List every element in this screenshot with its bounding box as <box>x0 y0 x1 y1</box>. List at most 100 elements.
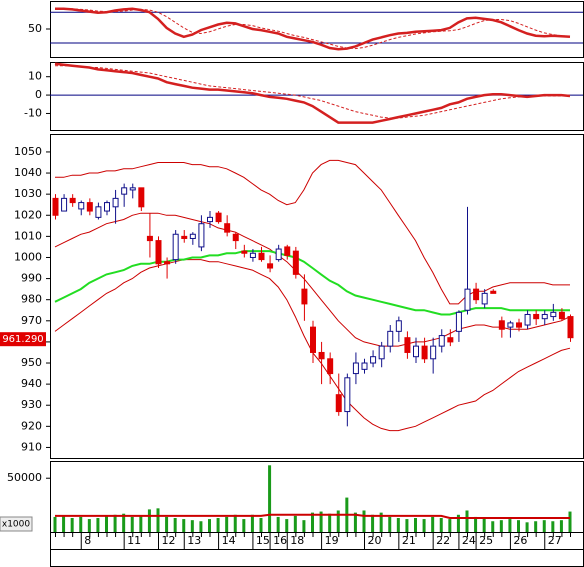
candle-body <box>86 202 93 212</box>
candle-body <box>550 311 557 318</box>
y-tick-label: 920 <box>21 419 42 432</box>
indicator-line <box>55 65 570 119</box>
volume-bar <box>233 514 237 532</box>
candle-body <box>215 212 222 223</box>
volume-bar <box>139 515 143 532</box>
candle-body <box>138 187 145 208</box>
candle-body <box>241 250 248 254</box>
volume-bar <box>62 515 66 532</box>
candle-body <box>104 202 110 212</box>
candle-body <box>198 223 205 248</box>
volume-bar <box>353 512 357 532</box>
indicator-line <box>55 8 571 50</box>
volume-bar <box>285 519 289 532</box>
candle-body <box>52 197 59 216</box>
candle-body <box>69 197 76 204</box>
candle-body <box>78 202 85 210</box>
candle-body <box>267 263 274 269</box>
volume-bar <box>525 522 529 532</box>
x-tick-label: 18 <box>290 534 304 547</box>
candle-body <box>112 197 119 208</box>
last-price-box <box>0 332 46 347</box>
volume-bar <box>311 512 314 532</box>
volume-bar <box>105 515 108 532</box>
x-tick-label: 16 <box>273 534 287 547</box>
volume-bar <box>431 516 435 532</box>
y-tick-label: 930 <box>21 398 42 411</box>
y-tick-label: 940 <box>21 377 42 390</box>
y-tick-label: 1020 <box>14 208 42 221</box>
y-tick-label: 1030 <box>14 187 42 200</box>
y-tick-label: -10 <box>24 106 42 119</box>
volume-bar <box>199 521 203 532</box>
x-tick-label: 15 <box>256 534 270 547</box>
candle-body <box>249 252 256 258</box>
volume-bar <box>87 519 91 532</box>
candle-body <box>481 292 488 305</box>
volume-bar <box>113 514 117 532</box>
candle-body <box>541 313 548 320</box>
y-tick-label: 1040 <box>14 166 42 179</box>
volume-bar <box>208 519 211 532</box>
volume-bar <box>465 510 469 532</box>
volume-bar <box>559 520 563 532</box>
candle-body <box>404 337 411 353</box>
candle-body <box>189 233 196 239</box>
x-tick-label: 27 <box>548 534 562 547</box>
candle-body <box>207 216 213 223</box>
x-tick-label: 14 <box>222 534 236 547</box>
last-price-label: 961.290 <box>2 334 43 345</box>
volume-bar <box>319 511 323 532</box>
volume-bar <box>250 514 254 532</box>
volume-bar <box>396 518 400 532</box>
candle-body <box>327 358 334 375</box>
candle-body <box>464 288 471 311</box>
volume-bar <box>79 516 83 532</box>
unit-label: x1000 <box>2 520 31 530</box>
indicator-line <box>54 62 571 124</box>
candle-body <box>387 330 394 347</box>
candle-body <box>258 252 265 261</box>
volume-bar <box>517 520 520 532</box>
volume-bar <box>190 520 194 532</box>
candle-body <box>292 250 299 275</box>
volume-bar <box>173 518 177 532</box>
candle-body <box>284 246 291 256</box>
candle-body <box>121 187 128 195</box>
candle-body <box>232 233 239 242</box>
volume-bar <box>499 520 503 532</box>
candle-body <box>310 326 316 353</box>
volume-bar <box>165 516 169 532</box>
volume-bar <box>568 511 572 532</box>
volume-bar <box>276 516 280 532</box>
candle-body <box>473 288 480 301</box>
volume-bar <box>216 518 220 532</box>
candle-body <box>61 197 68 212</box>
candle-body <box>438 335 445 347</box>
candle-body <box>318 351 325 360</box>
y-tick-label: 970 <box>21 314 42 327</box>
candle-body <box>129 187 136 191</box>
candle-body <box>498 320 505 330</box>
volume-bar <box>268 465 272 532</box>
volume-bar <box>293 515 297 532</box>
y-tick-label: 990 <box>21 272 42 285</box>
volume-bar <box>122 513 126 532</box>
y-tick-label: 10 <box>28 70 42 83</box>
x-tick-label: 11 <box>127 534 141 547</box>
candle-body <box>172 233 179 261</box>
candle-body <box>567 316 574 339</box>
candle-body <box>516 322 522 328</box>
candle-body <box>455 311 462 332</box>
x-tick-label: 20 <box>368 534 382 547</box>
candle-body <box>95 206 102 218</box>
volume-bar <box>414 518 417 532</box>
volume-bar <box>302 520 306 532</box>
volume-bar <box>448 519 452 532</box>
candle-body <box>352 362 359 375</box>
y-tick-label: 50000 <box>7 471 42 484</box>
volume-bar <box>70 518 74 532</box>
volume-bar <box>474 516 478 532</box>
indicator-line <box>54 212 571 347</box>
